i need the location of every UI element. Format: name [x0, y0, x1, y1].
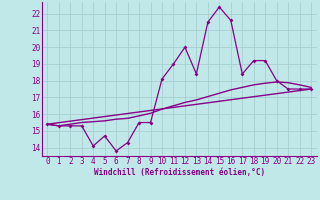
X-axis label: Windchill (Refroidissement éolien,°C): Windchill (Refroidissement éolien,°C) — [94, 168, 265, 177]
